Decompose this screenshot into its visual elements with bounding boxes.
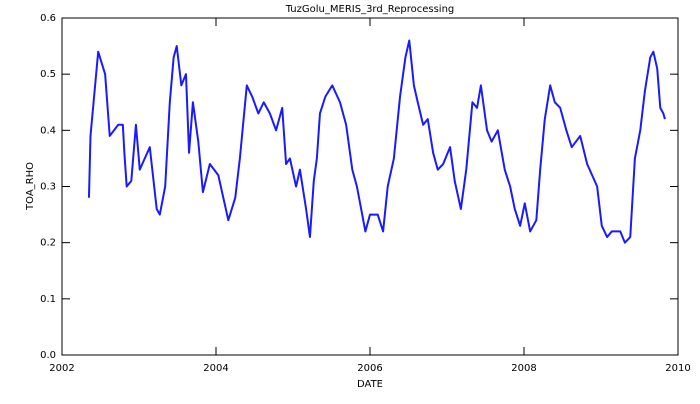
x-tick-label: 2004 bbox=[203, 363, 228, 374]
y-tick-label: 0.6 bbox=[40, 13, 56, 24]
x-tick-label: 2010 bbox=[665, 363, 690, 374]
y-tick-label: 0.4 bbox=[40, 125, 56, 136]
y-tick-label: 0.2 bbox=[40, 238, 56, 249]
y-tick-label: 0.1 bbox=[40, 294, 56, 305]
y-tick-label: 0.3 bbox=[40, 182, 56, 193]
y-tick-label: 0.0 bbox=[40, 350, 56, 361]
y-axis-label: TOA_RHO bbox=[25, 162, 36, 211]
x-axis-label: DATE bbox=[357, 379, 383, 390]
y-tick-label: 0.5 bbox=[40, 69, 56, 80]
data-line bbox=[87, 39, 666, 244]
chart-title: TuzGolu_MERIS_3rd_Reprocessing bbox=[285, 4, 455, 15]
x-tick-label: 2002 bbox=[49, 363, 74, 374]
x-tick-label: 2008 bbox=[511, 363, 536, 374]
x-tick-label: 2006 bbox=[357, 363, 382, 374]
